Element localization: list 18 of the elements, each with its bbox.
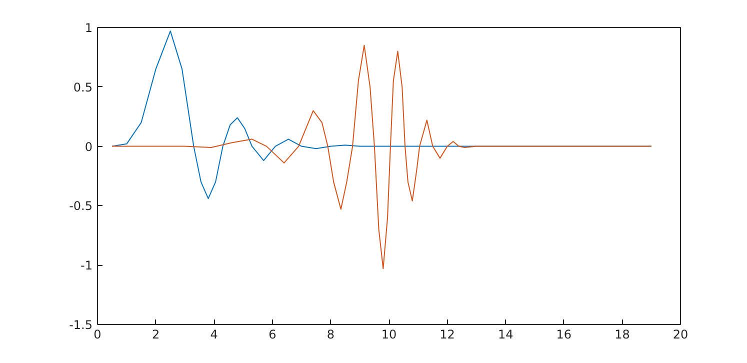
y-tick-label: -1 <box>80 258 93 273</box>
y-tick-label: 0 <box>84 140 93 154</box>
y-tick-label: -0.5 <box>69 199 93 214</box>
x-tick-label: 18 <box>614 328 630 342</box>
y-tick-label: 1 <box>84 21 93 35</box>
x-tick-label: 10 <box>381 328 397 342</box>
x-tick-label: 12 <box>440 328 455 342</box>
y-tick-label: 0.5 <box>73 80 93 94</box>
x-tick-label: 6 <box>268 328 276 342</box>
x-tick-label: 8 <box>326 328 335 342</box>
x-tick-label: 16 <box>556 328 572 342</box>
x-tick-label: 14 <box>498 328 514 342</box>
line-series <box>112 44 652 270</box>
x-tick-label: 2 <box>152 328 160 342</box>
x-tick-label: 4 <box>210 328 218 342</box>
y-tick-label: -1.5 <box>69 318 93 332</box>
x-tick-label: 0 <box>94 328 102 342</box>
x-tick-label: 20 <box>672 328 688 342</box>
